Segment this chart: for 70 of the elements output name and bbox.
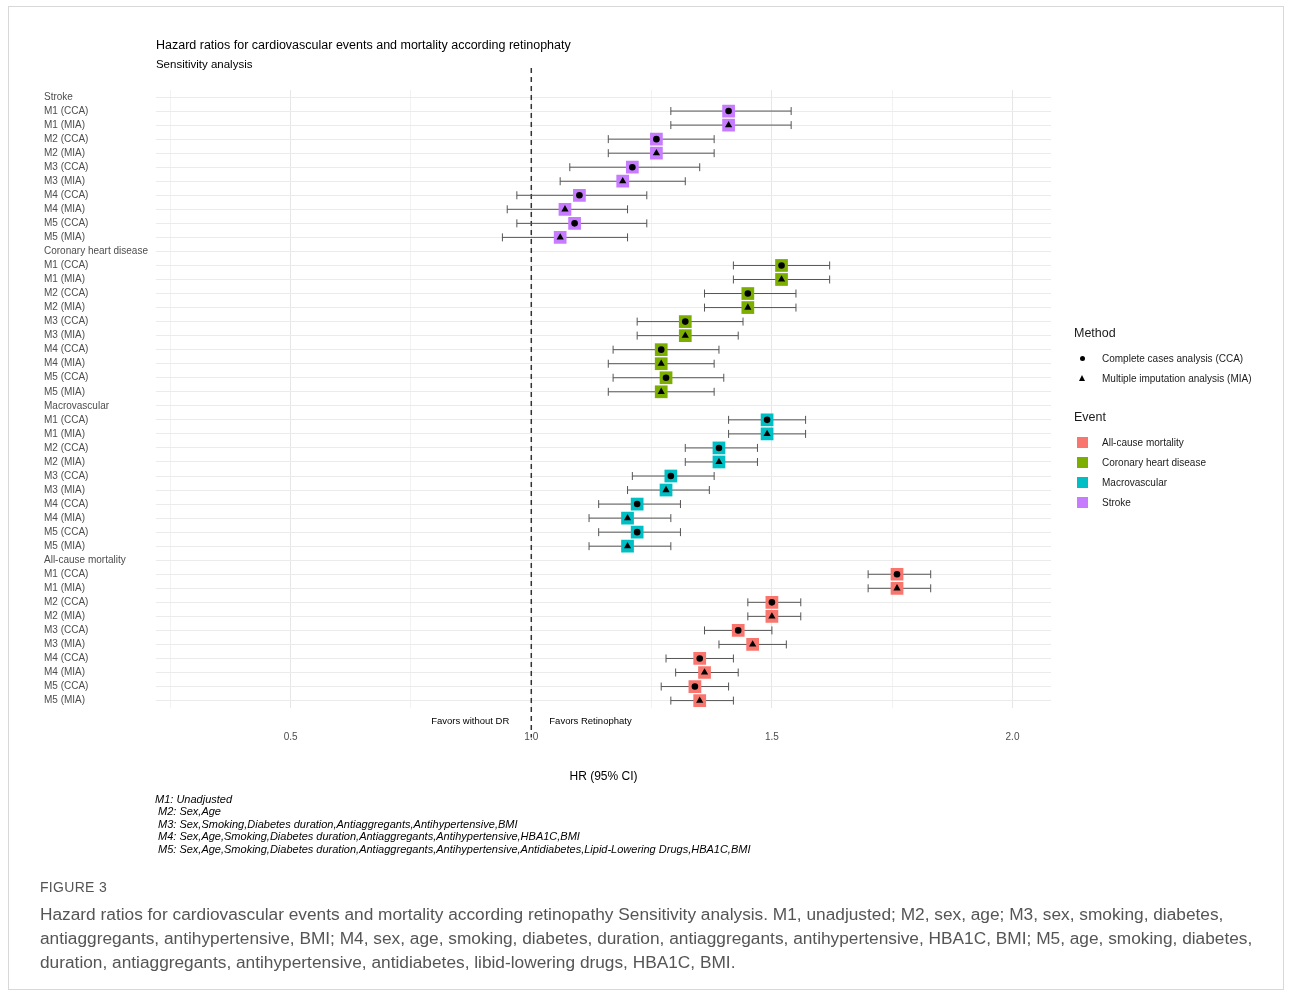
text: M1: Unadjusted <box>155 793 234 806</box>
y-tick-label: M2 (CCA) <box>44 596 89 608</box>
y-tick-label: M5 (CCA) <box>44 217 89 229</box>
y-tick-label: M4 (MIA) <box>44 203 86 215</box>
y-tick-label: M2 (CCA) <box>44 132 89 144</box>
y-tick-label: M2 (MIA) <box>44 455 86 467</box>
y-tick-label: M2 (MIA) <box>44 610 86 622</box>
y-tick-label: M1 (MIA) <box>44 427 86 439</box>
y-tick-label: M5 (MIA) <box>44 385 86 397</box>
x-tick-label: 0.5 <box>283 731 299 743</box>
x-tick-label: 1.5 <box>764 731 780 743</box>
y-tick-label: M4 (MIA) <box>44 666 86 678</box>
y-tick-label: M5 (MIA) <box>44 231 86 243</box>
point <box>777 275 786 282</box>
y-tick-label: M5 (CCA) <box>44 680 89 692</box>
legend-label: All-cause mortality <box>1102 436 1184 448</box>
text: M5: Sex,Age,Smoking,Diabetes duration,Antiaggregants,Antihypertensive,Antidiabetes,Lipid-Lowering Drugs,HBA1C,BMI <box>157 842 751 856</box>
text: Method <box>1074 326 1117 340</box>
y-tick-label: M1 (CCA) <box>44 568 89 579</box>
y-tick-label: All-cause mortality <box>44 553 126 565</box>
legend-label: Multiple imputation analysis (MIA) <box>1102 372 1252 384</box>
text: Hazard ratios for cardiovascular events and mortality according retinopathy Sensitivity analysis. M1, unadjusted; M2, sex, age; M3, sex, smoking, diabetes, antiaggregants, antihypertensive, BMI; M4, sex, age, smoking, diabetes, duration, antiaggregants, antihypertensive, HBA1C, BMI; M5, age, smoking, diabetes, duration, antiaggregants, antihypertensive, antidiabetes, libid-lowering drugs, HBA1C, BMI. <box>40 903 1254 974</box>
y-tick-label: M1 (MIA) <box>44 273 86 285</box>
y-tick-label: M4 (CCA) <box>44 652 89 664</box>
y-tick-label: M4 (CCA) <box>44 497 89 509</box>
y-tick-label: M5 (CCA) <box>44 371 89 383</box>
y-tick-label: M2 (CCA) <box>44 441 89 453</box>
y-tick-label: M1 (MIA) <box>44 582 86 594</box>
y-tick-label: Coronary heart disease <box>44 245 149 257</box>
legend-label: Coronary heart disease <box>1102 456 1206 468</box>
y-tick-label: M4 (CCA) <box>44 189 89 201</box>
point <box>700 668 709 675</box>
caption: FIGURE 3 <box>40 879 107 895</box>
text: Favors without DR <box>431 715 510 727</box>
y-tick-label: M1 (CCA) <box>44 413 89 425</box>
y-tick-label: M3 (CCA) <box>44 469 89 481</box>
y-tick-label: M3 (CCA) <box>44 160 89 172</box>
y-tick-label: M4 (CCA) <box>44 343 89 355</box>
y-tick-label: M1 (CCA) <box>44 104 89 116</box>
y-tick-label: Stroke <box>44 90 74 102</box>
legend-title: Event <box>1074 410 1107 424</box>
y-tick-label: M1 (MIA) <box>44 118 86 130</box>
text: M3: Sex,Smoking,Diabetes duration,Antiaggregants,Antihypertensive,BMI <box>157 817 519 831</box>
y-tick-label: M5 (CCA) <box>44 525 89 537</box>
y-tick-label: M3 (MIA) <box>44 483 86 495</box>
y-tick-label: M2 (MIA) <box>44 146 86 158</box>
legend-label: Stroke <box>1102 496 1131 508</box>
y-tick-label: M3 (MIA) <box>44 638 86 650</box>
y-tick-label: M3 (CCA) <box>44 315 89 327</box>
y-tick-label: M3 (MIA) <box>44 329 86 341</box>
text: Favors Retinophaty <box>549 715 632 727</box>
y-tick-label: M1 (CCA) <box>44 259 89 271</box>
x-tick-label: 2.0 <box>1005 731 1020 743</box>
y-tick-label: M5 (MIA) <box>44 539 86 551</box>
y-tick-label: M2 (CCA) <box>44 287 89 299</box>
chart-subtitle: Sensitivity analysis <box>155 58 253 71</box>
text: M2: Sex,Age <box>157 805 222 818</box>
y-tick-label: M2 (MIA) <box>44 301 86 313</box>
y-tick-label: M5 (MIA) <box>44 694 86 706</box>
legend-label: Complete cases analysis (CCA) <box>1102 352 1244 364</box>
y-tick-label: M4 (MIA) <box>44 511 86 523</box>
x-axis-title: HR (95% CI) <box>569 769 638 784</box>
y-tick-label: M3 (CCA) <box>44 624 89 636</box>
y-tick-label: M4 (MIA) <box>44 357 86 369</box>
y-tick-label: Macrovascular <box>44 399 110 411</box>
y-tick-label: M3 (MIA) <box>44 174 86 186</box>
text: M4: Sex,Age,Smoking,Diabetes duration,Antiaggregants,Antihypertensive,HBA1C,BMI <box>157 830 581 843</box>
x-tick-label: 1.0 <box>524 731 539 743</box>
legend-label: Macrovascular <box>1102 476 1168 488</box>
chart-title: Hazard ratios for cardiovascular events and mortality according retinophaty <box>155 38 572 53</box>
